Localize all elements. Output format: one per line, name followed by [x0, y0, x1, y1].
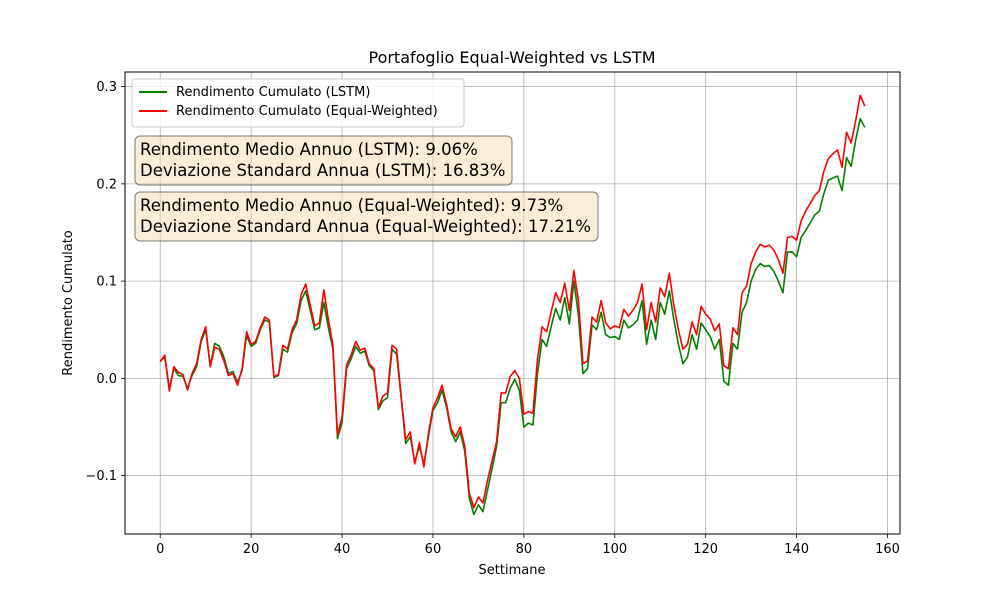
- series-line-lstm: [159, 117, 866, 516]
- annotation-lstm: Rendimento Medio Annuo (LSTM): 9.06% Dev…: [134, 135, 513, 186]
- annotation-equal-weighted-std: Deviazione Standard Annua (Equal-Weighte…: [140, 217, 591, 236]
- y-tick-label: −0.1: [85, 469, 117, 484]
- x-tick-label: 80: [516, 542, 533, 557]
- annotation-lstm-std: Deviazione Standard Annua (LSTM): 16.83%: [140, 161, 505, 180]
- series-group: [159, 94, 866, 516]
- chart-title: Portafoglio Equal-Weighted vs LSTM: [368, 48, 655, 67]
- x-tick-label: 40: [334, 542, 351, 557]
- y-tick-label: 0.0: [96, 372, 117, 387]
- legend-box: [131, 78, 465, 128]
- series-line-equal-weighted: [159, 94, 866, 509]
- annotation-lstm-mean: Rendimento Medio Annuo (LSTM): 9.06%: [140, 140, 478, 159]
- x-tick-label: 120: [693, 542, 718, 557]
- x-tick-label: 100: [602, 542, 627, 557]
- legend-label-equal-weighted: Rendimento Cumulato (Equal-Weighted): [176, 104, 438, 119]
- legend-label-lstm: Rendimento Cumulato (LSTM): [176, 85, 370, 100]
- annotation-lstm-box: [134, 135, 513, 186]
- x-tick-label: 0: [156, 542, 164, 557]
- ticks: 0 20 40 60 80 100 120 140 160 −0.1 0.0 0.1 0.2 0.3: [85, 80, 899, 557]
- x-tick-label: 60: [425, 542, 442, 557]
- x-tick-label: 140: [784, 542, 809, 557]
- y-tick-label: 0.1: [96, 275, 117, 290]
- x-axis-label: Settimane: [479, 563, 546, 578]
- annotation-equal-weighted-mean: Rendimento Medio Annuo (Equal-Weighted):…: [140, 196, 563, 215]
- annotation-equal-weighted-box: [134, 191, 599, 242]
- annotation-equal-weighted: Rendimento Medio Annuo (Equal-Weighted):…: [134, 191, 599, 242]
- plot-frame: [124, 71, 901, 535]
- y-tick-label: 0.2: [96, 177, 117, 192]
- x-tick-label: 20: [243, 542, 260, 557]
- x-tick-label: 160: [875, 542, 900, 557]
- y-axis-label: Rendimento Cumulato: [61, 230, 76, 376]
- legend: Rendimento Cumulato (LSTM) Rendimento Cu…: [131, 78, 465, 128]
- y-tick-label: 0.3: [96, 80, 117, 95]
